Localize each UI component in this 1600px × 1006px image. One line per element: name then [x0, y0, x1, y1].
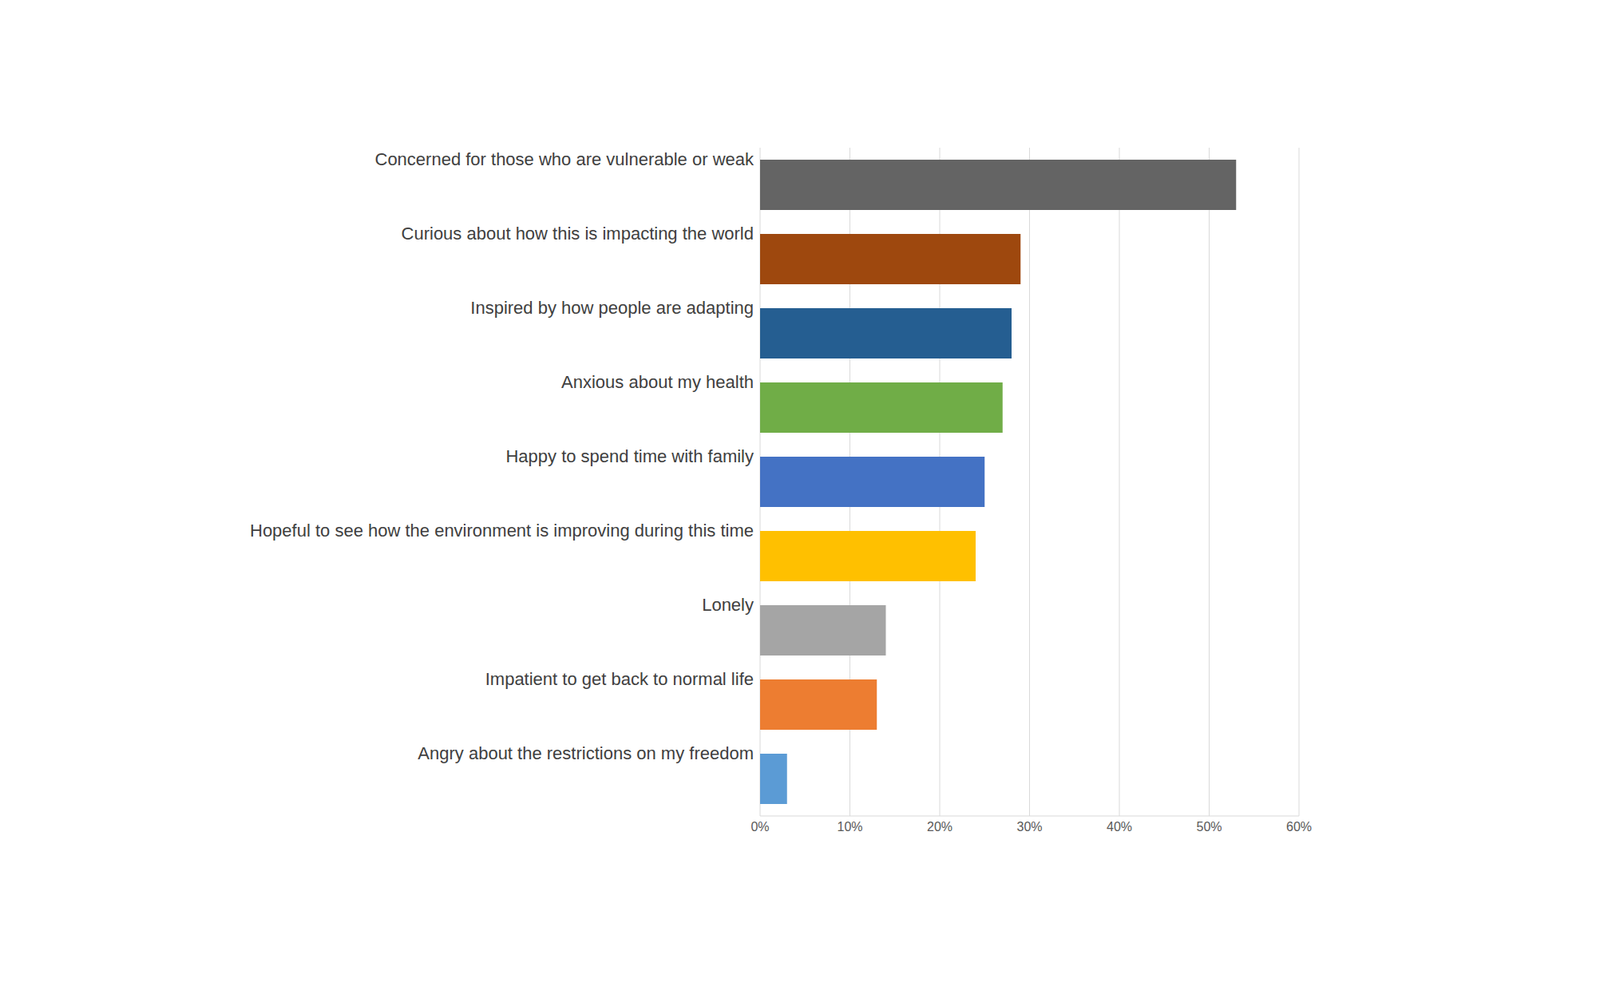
svg-text:20%: 20%	[926, 819, 953, 834]
svg-text:Concerned for those who are vu: Concerned for those who are vulnerable o…	[375, 149, 755, 170]
svg-text:50%: 50%	[1196, 819, 1222, 834]
svg-text:40%: 40%	[1106, 819, 1133, 834]
svg-text:Happy to spend time with famil: Happy to spend time with family	[505, 446, 754, 467]
svg-text:Impatient to get back to norma: Impatient to get back to normal life	[485, 669, 754, 690]
svg-text:Curious about how this is impa: Curious about how this is impacting the …	[401, 223, 754, 244]
svg-text:Angry about the restrictions o: Angry about the restrictions on my freed…	[417, 743, 754, 764]
svg-text:30%: 30%	[1016, 819, 1042, 834]
svg-text:10%: 10%	[836, 819, 863, 834]
svg-text:0%: 0%	[750, 819, 769, 834]
svg-text:Inspired by how people are ada: Inspired by how people are adapting	[470, 297, 754, 318]
svg-text:Hopeful to see how the environ: Hopeful to see how the environment is im…	[249, 520, 754, 541]
svg-text:Anxious about my health: Anxious about my health	[561, 372, 754, 393]
svg-text:60%: 60%	[1286, 819, 1312, 834]
svg-text:Lonely: Lonely	[701, 594, 754, 615]
